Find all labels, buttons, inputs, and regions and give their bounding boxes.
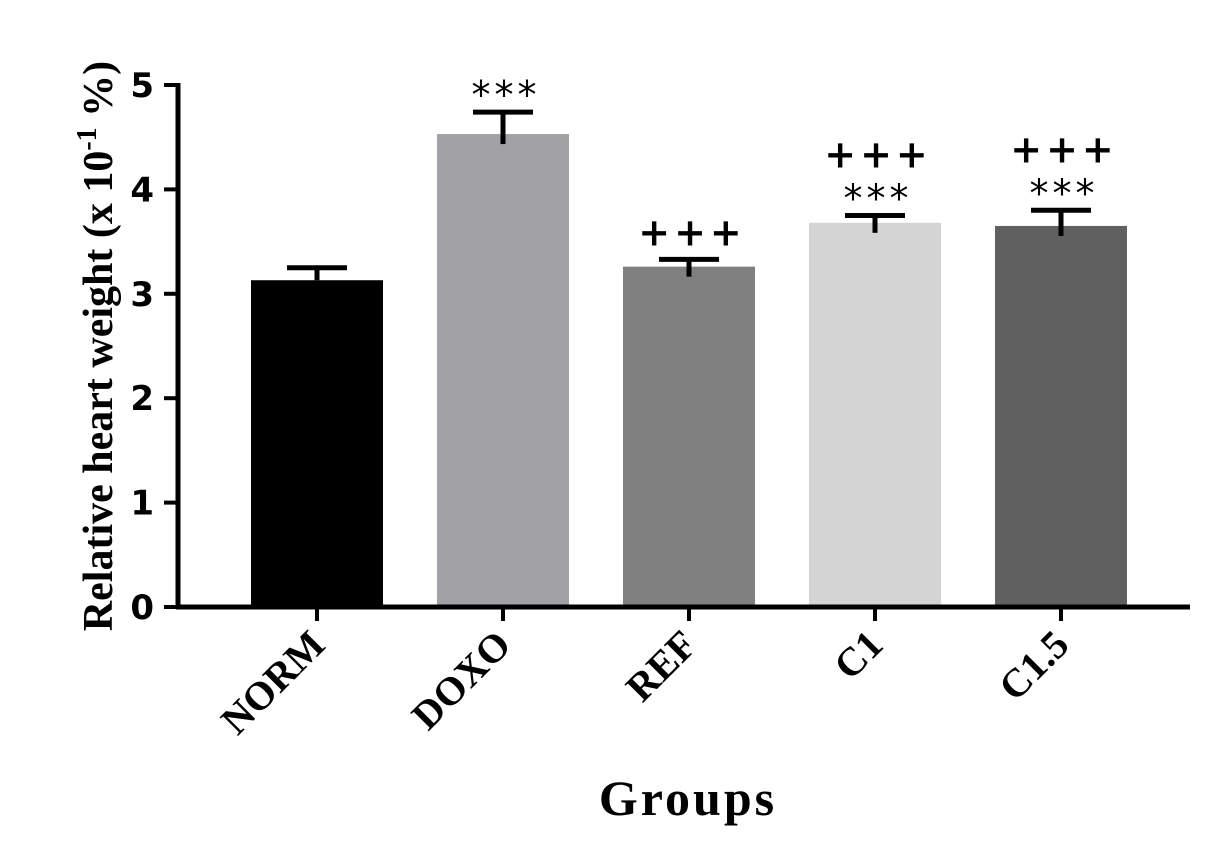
x-tick-label-norm: NORM bbox=[212, 622, 333, 743]
y-tick-label-4: 4 bbox=[130, 170, 154, 210]
error-bars-layer bbox=[287, 109, 1091, 281]
significance-label-doxo: *** bbox=[472, 73, 541, 117]
y-tick-label-1: 1 bbox=[130, 484, 154, 524]
bar-c1-5 bbox=[995, 225, 1127, 607]
error-bar-c1 bbox=[845, 213, 905, 233]
x-tick-label-doxo: DOXO bbox=[403, 622, 520, 739]
bar-c1 bbox=[809, 222, 941, 608]
x-ticks: NORM DOXO REF C1 C1.5 bbox=[212, 607, 1077, 743]
y-axis-title-main: Relative heart weight (x 10 bbox=[76, 151, 122, 632]
bars-layer bbox=[251, 134, 1127, 608]
significance-label-c1-5: +++ bbox=[1010, 127, 1118, 171]
x-tick-label-c1: C1 bbox=[825, 622, 891, 688]
y-tick-label-3: 3 bbox=[130, 275, 154, 315]
y-axis-title-suffix: %) bbox=[76, 61, 122, 128]
error-bar-doxo bbox=[473, 109, 533, 145]
bar-norm bbox=[251, 280, 383, 607]
bar-ref bbox=[623, 266, 755, 607]
bar-doxo bbox=[437, 134, 569, 607]
error-bar-c1-5 bbox=[1031, 207, 1091, 236]
y-tick-label-2: 2 bbox=[130, 379, 154, 419]
significance-label-c1: *** bbox=[844, 177, 913, 221]
x-tick-label-c1-5: C1.5 bbox=[990, 622, 1078, 710]
significance-label-c1: +++ bbox=[824, 133, 932, 177]
error-bar-norm bbox=[287, 265, 347, 281]
y-tick-label-5: 5 bbox=[130, 66, 154, 106]
x-axis-title: Groups bbox=[599, 770, 777, 826]
y-axis-title-superscript: -1 bbox=[72, 127, 103, 150]
axes bbox=[175, 83, 1190, 610]
significance-annotations: ***+++***+++***+++ bbox=[472, 73, 1118, 254]
error-bar-ref bbox=[659, 256, 719, 277]
x-tick-label-ref: REF bbox=[617, 622, 705, 710]
y-tick-label-0: 0 bbox=[130, 588, 154, 628]
y-ticks: 0 1 2 3 4 5 bbox=[130, 66, 178, 628]
y-axis-title: Relative heart weight (x 10-1 %) bbox=[72, 61, 122, 631]
significance-label-c1-5: *** bbox=[1030, 171, 1099, 215]
significance-label-ref: +++ bbox=[638, 210, 746, 254]
